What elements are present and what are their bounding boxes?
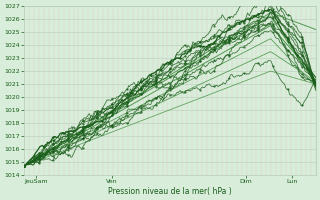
- X-axis label: Pression niveau de la mer( hPa ): Pression niveau de la mer( hPa ): [108, 187, 232, 196]
